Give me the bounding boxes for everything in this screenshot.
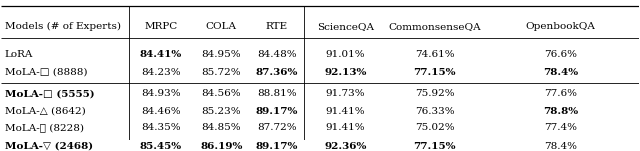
Text: 78.8%: 78.8%	[543, 107, 578, 116]
Text: 85.23%: 85.23%	[202, 107, 241, 116]
Text: 78.4%: 78.4%	[543, 68, 578, 77]
Text: 77.15%: 77.15%	[413, 141, 456, 151]
Text: 84.85%: 84.85%	[202, 124, 241, 132]
Text: MoLA-□ (5555): MoLA-□ (5555)	[4, 89, 94, 98]
Text: 89.17%: 89.17%	[256, 141, 298, 151]
Text: 89.17%: 89.17%	[256, 107, 298, 116]
Text: 84.48%: 84.48%	[257, 50, 297, 59]
Text: 75.92%: 75.92%	[415, 89, 454, 98]
Text: 92.13%: 92.13%	[324, 68, 367, 77]
Text: 91.01%: 91.01%	[326, 50, 365, 59]
Text: OpenbookQA: OpenbookQA	[525, 22, 595, 31]
Text: RTE: RTE	[266, 22, 288, 31]
Text: MoLA-⋈ (8228): MoLA-⋈ (8228)	[4, 124, 84, 132]
Text: 91.41%: 91.41%	[326, 107, 365, 116]
Text: ScienceQA: ScienceQA	[317, 22, 374, 31]
Text: 76.33%: 76.33%	[415, 107, 454, 116]
Text: 74.61%: 74.61%	[415, 50, 454, 59]
Text: 84.56%: 84.56%	[202, 89, 241, 98]
Text: MoLA-▽ (2468): MoLA-▽ (2468)	[4, 141, 93, 151]
Text: 77.4%: 77.4%	[544, 124, 577, 132]
Text: 84.41%: 84.41%	[140, 50, 182, 59]
Text: 92.36%: 92.36%	[324, 141, 367, 151]
Text: LoRA: LoRA	[4, 50, 33, 59]
Text: 85.45%: 85.45%	[140, 141, 182, 151]
Text: MoLA-△ (8642): MoLA-△ (8642)	[4, 107, 85, 116]
Text: 78.4%: 78.4%	[544, 141, 577, 151]
Text: 77.6%: 77.6%	[544, 89, 577, 98]
Text: 84.46%: 84.46%	[141, 107, 180, 116]
Text: 84.35%: 84.35%	[141, 124, 180, 132]
Text: 91.73%: 91.73%	[326, 89, 365, 98]
Text: MRPC: MRPC	[144, 22, 177, 31]
Text: CommonsenseQA: CommonsenseQA	[388, 22, 481, 31]
Text: 84.95%: 84.95%	[202, 50, 241, 59]
Text: 77.15%: 77.15%	[413, 68, 456, 77]
Text: 86.19%: 86.19%	[200, 141, 243, 151]
Text: MoLA-□ (8888): MoLA-□ (8888)	[4, 68, 87, 77]
Text: 75.02%: 75.02%	[415, 124, 454, 132]
Text: 84.93%: 84.93%	[141, 89, 180, 98]
Text: Models (# of Experts): Models (# of Experts)	[4, 22, 120, 31]
Text: 91.41%: 91.41%	[326, 124, 365, 132]
Text: COLA: COLA	[205, 22, 237, 31]
Text: 84.23%: 84.23%	[141, 68, 180, 77]
Text: 76.6%: 76.6%	[544, 50, 577, 59]
Text: 88.81%: 88.81%	[257, 89, 297, 98]
Text: 87.36%: 87.36%	[256, 68, 298, 77]
Text: 87.72%: 87.72%	[257, 124, 297, 132]
Text: 85.72%: 85.72%	[202, 68, 241, 77]
